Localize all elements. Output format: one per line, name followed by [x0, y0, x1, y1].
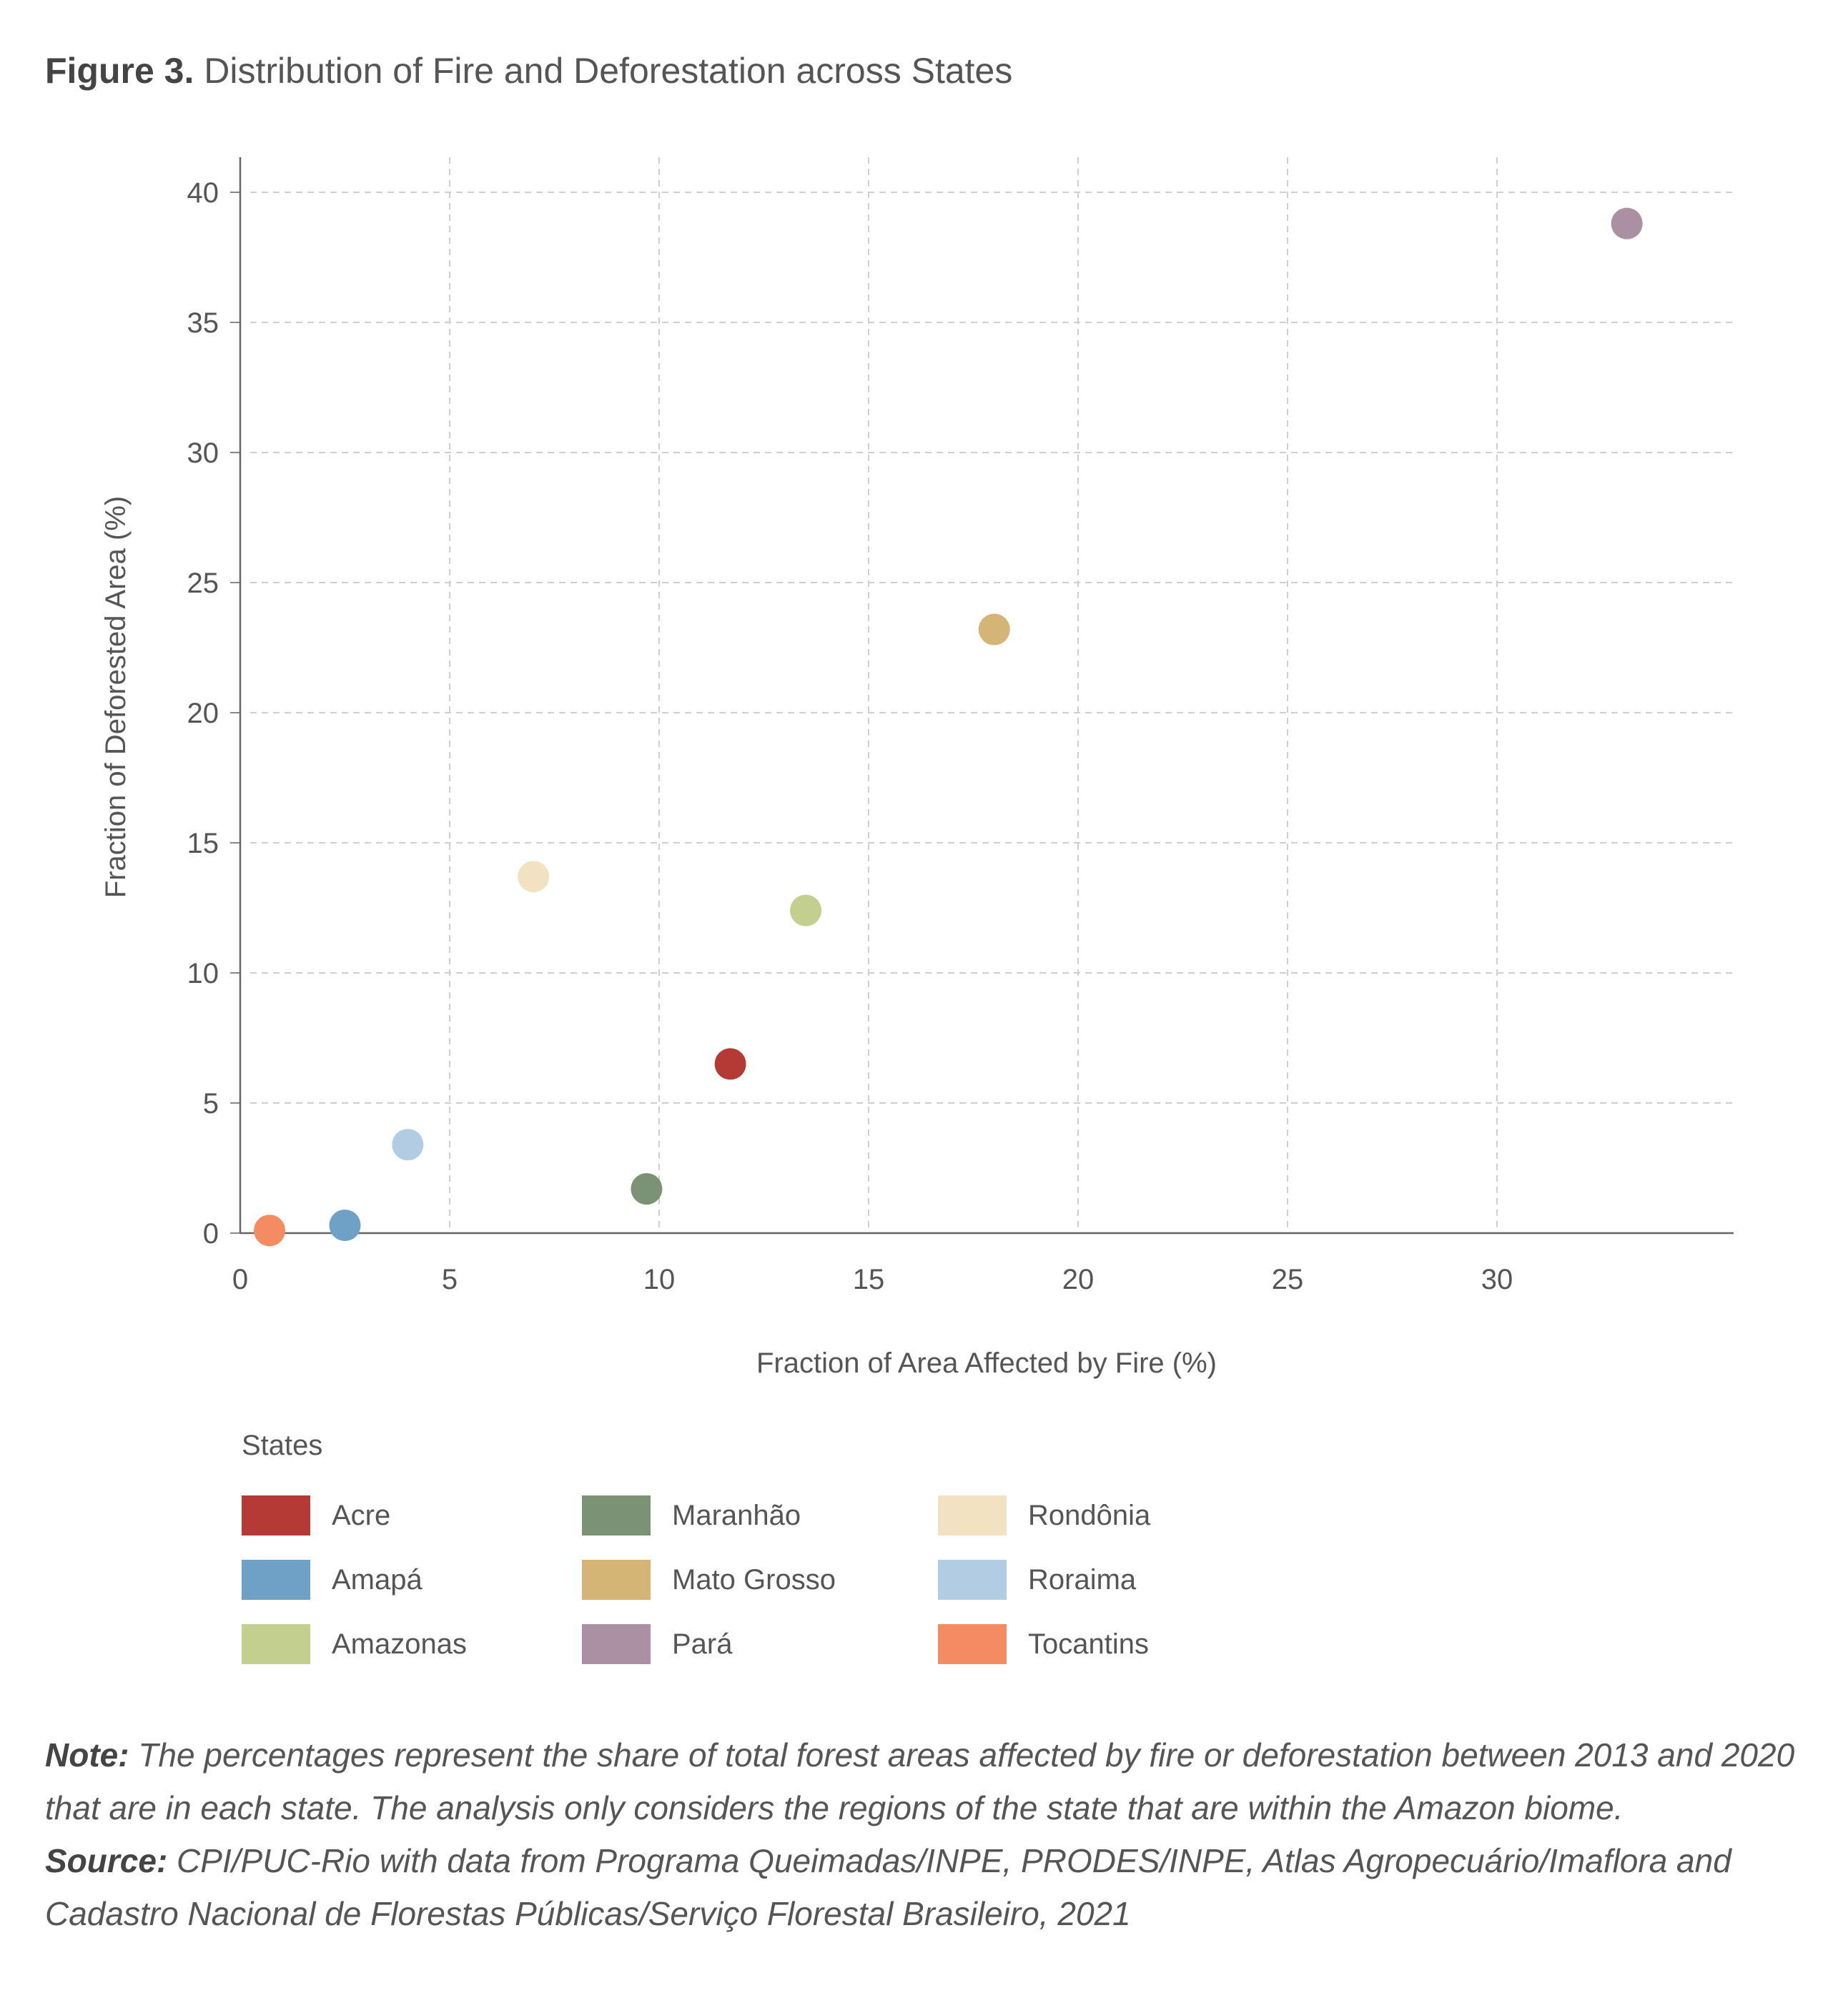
legend-item-mato-grosso: Mato Grosso — [582, 1560, 836, 1600]
legend-item-maranhao: Maranhão — [582, 1495, 801, 1535]
x-tick-label: 20 — [1062, 1264, 1095, 1295]
x-tick-label: 0 — [232, 1264, 248, 1295]
y-tick-label: 20 — [187, 698, 219, 729]
data-point-tocantins — [254, 1215, 286, 1247]
chart-axes — [230, 157, 1734, 1235]
legend-swatch — [582, 1624, 651, 1664]
chart-grid — [250, 157, 1734, 1233]
y-tick-label: 5 — [203, 1088, 219, 1119]
y-tick-label: 0 — [203, 1218, 219, 1250]
note-label: Note: — [45, 1736, 129, 1774]
y-tick-label: 25 — [187, 568, 219, 599]
x-tick-label: 10 — [643, 1264, 676, 1295]
legend-swatch — [938, 1624, 1007, 1664]
figure-label: Figure 3. — [45, 51, 194, 91]
source-label: Source: — [45, 1842, 168, 1879]
legend-item-para: Pará — [582, 1624, 733, 1664]
x-tick-label: 15 — [853, 1264, 885, 1295]
footnote: Note: The percentages represent the shar… — [45, 1728, 1811, 1940]
legend-swatch — [582, 1560, 651, 1600]
legend-item-amazonas: Amazonas — [242, 1624, 467, 1664]
y-tick-label: 15 — [187, 828, 219, 859]
y-tick-label: 40 — [187, 177, 219, 209]
data-point-para — [1611, 207, 1643, 239]
figure-title-text: Distribution of Fire and Deforestation a… — [204, 51, 1013, 91]
data-point-roraima — [392, 1129, 424, 1161]
y-tick-label: 35 — [187, 307, 219, 339]
legend-item-rondonia: Rondônia — [938, 1495, 1150, 1535]
data-point-mato-grosso — [978, 613, 1010, 646]
note-text: The percentages represent the share of t… — [45, 1736, 1795, 1826]
legend-swatch — [242, 1495, 310, 1535]
legend-label: Roraima — [1028, 1563, 1137, 1596]
chart-points — [254, 207, 1643, 1247]
figure-title: Figure 3. Distribution of Fire and Defor… — [45, 50, 1012, 92]
source-text: CPI/PUC-Rio with data from Programa Quei… — [45, 1842, 1731, 1932]
x-tick-label: 25 — [1272, 1264, 1304, 1295]
legend-swatch — [938, 1495, 1007, 1535]
y-tick-label: 10 — [187, 958, 219, 989]
legend: Acre Amapá Amazonas Maranhão Mato Grosso Pará… — [242, 1495, 1314, 1688]
legend-swatch — [582, 1495, 651, 1535]
data-point-amazonas — [790, 894, 822, 926]
y-tick-label: 30 — [187, 437, 219, 469]
chart-tick-labels: 0 5 10 15 20 25 30 35 40 0 5 10 15 20 25 30 — [187, 177, 1513, 1295]
legend-item-amapa: Amapá — [242, 1560, 423, 1600]
legend-label: Mato Grosso — [672, 1563, 836, 1596]
legend-item-acre: Acre — [242, 1495, 390, 1535]
data-point-rondonia — [518, 861, 550, 893]
scatter-chart: 0 5 10 15 20 25 30 35 40 0 5 10 15 20 25 30 Fraction of… — [100, 157, 1734, 1379]
y-axis-label: Fraction of Deforested Area (%) — [100, 496, 132, 898]
legend-label: Pará — [672, 1628, 733, 1660]
legend-swatch — [242, 1624, 310, 1664]
data-point-maranhao — [631, 1173, 663, 1205]
x-tick-label: 5 — [442, 1264, 458, 1295]
data-point-amapa — [329, 1210, 361, 1242]
legend-label: Acre — [332, 1499, 391, 1531]
legend-item-tocantins: Tocantins — [938, 1624, 1149, 1664]
legend-swatch — [242, 1560, 310, 1600]
legend-swatch — [938, 1560, 1007, 1600]
legend-label: Amazonas — [332, 1628, 467, 1660]
legend-item-roraima: Roraima — [938, 1560, 1136, 1600]
legend-label: Maranhão — [672, 1499, 801, 1531]
data-point-acre — [714, 1048, 746, 1080]
x-axis-label: Fraction of Area Affected by Fire (%) — [756, 1347, 1217, 1379]
legend-title: States — [242, 1430, 323, 1461]
x-tick-label: 30 — [1481, 1264, 1513, 1295]
legend-label: Tocantins — [1028, 1628, 1149, 1660]
legend-label: Rondônia — [1028, 1499, 1151, 1531]
legend-label: Amapá — [332, 1563, 423, 1596]
